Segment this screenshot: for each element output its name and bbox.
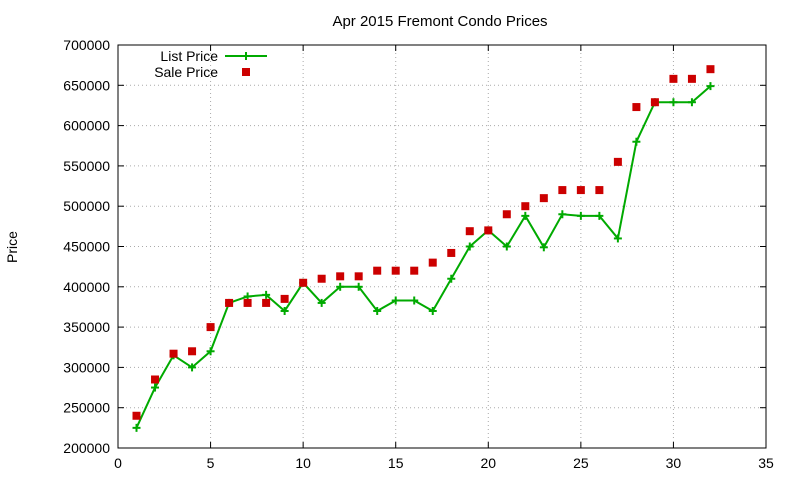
y-tick-label: 500000 bbox=[63, 198, 110, 214]
y-tick-label: 700000 bbox=[63, 37, 110, 53]
y-tick-label: 250000 bbox=[63, 400, 110, 416]
sale-price-point bbox=[539, 194, 548, 203]
chart-title: Apr 2015 Fremont Condo Prices bbox=[332, 13, 547, 30]
sale-price-point bbox=[521, 202, 530, 211]
list-price-point bbox=[206, 347, 215, 356]
y-tick-label: 350000 bbox=[63, 319, 110, 335]
x-tick-label: 5 bbox=[207, 455, 215, 471]
x-tick-label: 0 bbox=[114, 455, 122, 471]
sale-price-point bbox=[262, 298, 271, 307]
x-tick-label: 35 bbox=[758, 455, 774, 471]
x-tick-label: 20 bbox=[480, 455, 496, 471]
sale-price-point bbox=[354, 272, 363, 281]
plot-border bbox=[117, 44, 767, 449]
list-price-point bbox=[521, 211, 530, 220]
sale-price-point bbox=[132, 411, 141, 420]
sale-price-point bbox=[558, 186, 567, 195]
x-tick-label: 25 bbox=[573, 455, 589, 471]
list-price-point bbox=[262, 290, 271, 299]
sale-price-point bbox=[687, 74, 696, 83]
list-price-point bbox=[502, 242, 511, 251]
list-price-point bbox=[391, 296, 400, 305]
list-price-point bbox=[558, 210, 567, 219]
sale-price-point bbox=[613, 157, 622, 166]
legend-label-list-price: List Price bbox=[160, 48, 218, 64]
list-price-point bbox=[687, 98, 696, 107]
list-price-point bbox=[354, 282, 363, 291]
sale-price-point bbox=[299, 278, 308, 287]
list-price-point bbox=[447, 274, 456, 283]
list-price-point bbox=[706, 82, 715, 91]
sale-price-point bbox=[373, 266, 382, 275]
sale-price-point bbox=[410, 266, 419, 275]
sale-price-point bbox=[317, 274, 326, 283]
sale-price-point bbox=[243, 298, 252, 307]
sale-price-point bbox=[595, 186, 604, 195]
list-price-point bbox=[576, 211, 585, 220]
list-price-point bbox=[280, 306, 289, 315]
sale-price-point bbox=[391, 266, 400, 275]
sale-price-point bbox=[169, 349, 178, 358]
y-tick-label: 600000 bbox=[63, 118, 110, 134]
grid-lines bbox=[118, 45, 766, 448]
list-price-point bbox=[669, 98, 678, 107]
sale-price-point bbox=[428, 258, 437, 267]
list-price-point bbox=[613, 234, 622, 243]
legend: List Price Sale Price bbox=[154, 48, 267, 80]
y-axis-label: Price bbox=[4, 231, 20, 263]
list-price-point bbox=[465, 242, 474, 251]
sale-price-point bbox=[650, 98, 659, 107]
legend-marker-list-price bbox=[242, 52, 250, 60]
sale-price-point bbox=[576, 186, 585, 195]
x-tick-label: 30 bbox=[666, 455, 682, 471]
sale-price-point bbox=[336, 272, 345, 281]
list-price-point bbox=[188, 363, 197, 372]
sale-price-point bbox=[151, 375, 160, 384]
sale-price-point bbox=[669, 74, 678, 83]
list-price-point bbox=[151, 383, 160, 392]
list-price-point bbox=[336, 282, 345, 291]
list-price-point bbox=[539, 243, 548, 252]
legend-marker-sale-price bbox=[242, 68, 250, 76]
x-tick-label: 10 bbox=[295, 455, 311, 471]
y-tick-label: 200000 bbox=[63, 440, 110, 456]
y-tick-label: 300000 bbox=[63, 359, 110, 375]
sale-price-point bbox=[206, 323, 215, 332]
sale-price-point bbox=[632, 103, 641, 112]
sale-price-point bbox=[188, 347, 197, 356]
list-price-point bbox=[132, 423, 141, 432]
y-tick-label: 450000 bbox=[63, 239, 110, 255]
legend-label-sale-price: Sale Price bbox=[154, 64, 218, 80]
x-tick-label: 15 bbox=[388, 455, 404, 471]
list-price-point bbox=[632, 137, 641, 146]
y-tick-label: 550000 bbox=[63, 158, 110, 174]
sale-price-point bbox=[465, 227, 474, 236]
list-price-point bbox=[595, 211, 604, 220]
y-tick-label: 400000 bbox=[63, 279, 110, 295]
y-tick-label: 650000 bbox=[63, 77, 110, 93]
list-price-point bbox=[317, 298, 326, 307]
list-price-point bbox=[410, 296, 419, 305]
list-price-point bbox=[428, 306, 437, 315]
sale-price-point bbox=[280, 294, 289, 303]
sale-price-point bbox=[484, 226, 493, 235]
sale-price-point bbox=[706, 65, 715, 74]
sale-price-point bbox=[225, 298, 234, 307]
sale-price-point bbox=[447, 248, 456, 257]
sale-price-point bbox=[502, 210, 511, 219]
list-price-point bbox=[373, 306, 382, 315]
axis-ticks: 0 5 10 15 20 25 30 35 200000 250000 300000 350000 40… bbox=[63, 37, 774, 471]
data-series bbox=[132, 65, 715, 432]
